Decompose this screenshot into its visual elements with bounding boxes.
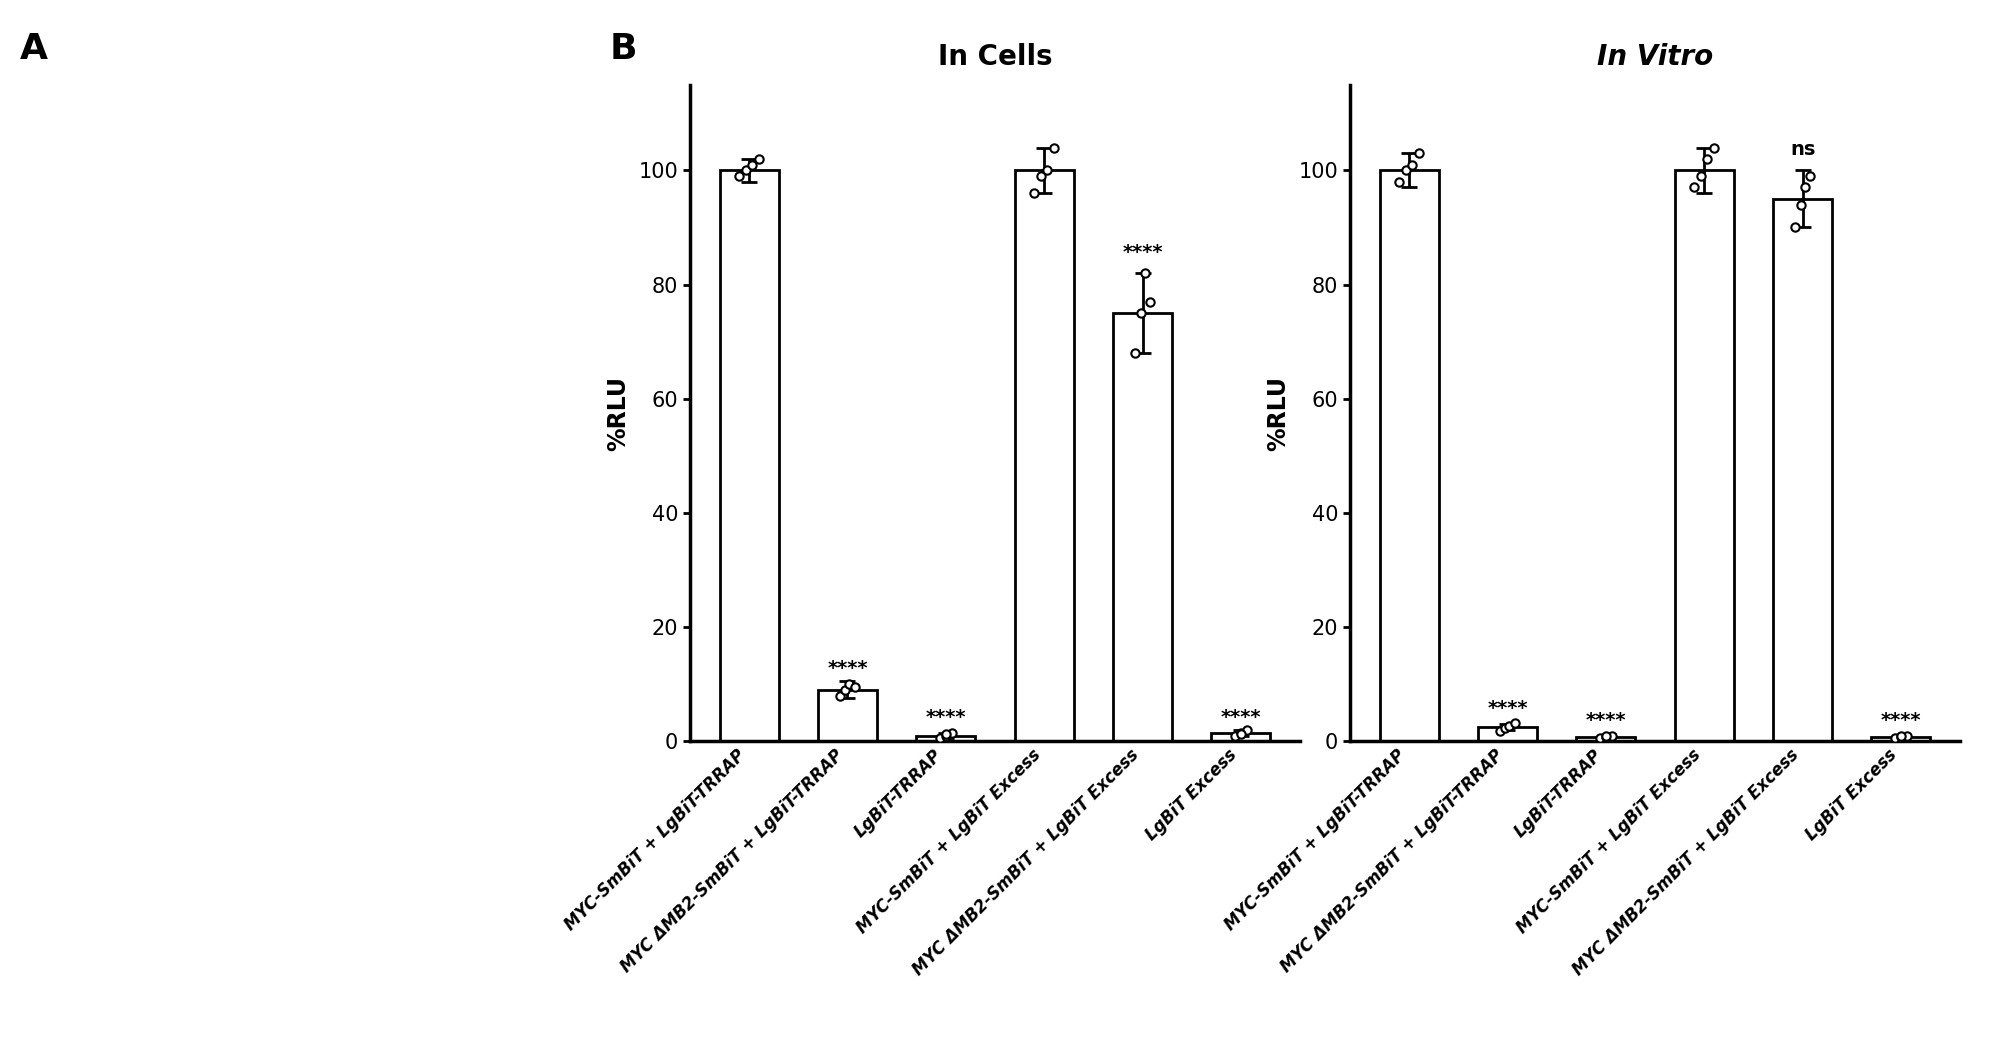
Bar xyxy=(916,736,976,741)
Y-axis label: %RLU: %RLU xyxy=(606,376,630,450)
Title: In Vitro: In Vitro xyxy=(1596,43,1714,71)
Text: ****: **** xyxy=(1488,699,1528,718)
Bar xyxy=(1872,737,1930,741)
Y-axis label: %RLU: %RLU xyxy=(1266,376,1290,450)
Text: B: B xyxy=(610,32,638,66)
Bar xyxy=(818,689,876,741)
Bar xyxy=(1674,170,1734,741)
Text: ****: **** xyxy=(828,660,868,679)
Text: ****: **** xyxy=(1880,711,1922,730)
Bar xyxy=(1212,733,1270,741)
Bar xyxy=(1576,737,1636,741)
Title: In Cells: In Cells xyxy=(938,43,1052,71)
Text: ****: **** xyxy=(1122,243,1162,262)
Text: ****: **** xyxy=(926,708,966,728)
Bar xyxy=(1774,199,1832,741)
Text: A: A xyxy=(20,32,48,66)
Text: ****: **** xyxy=(1586,711,1626,730)
Bar xyxy=(1114,313,1172,741)
Bar xyxy=(720,170,778,741)
Text: ns: ns xyxy=(1790,140,1816,159)
Bar xyxy=(1014,170,1074,741)
Text: ****: **** xyxy=(1220,708,1262,728)
Bar xyxy=(1380,170,1438,741)
Bar xyxy=(1478,728,1536,741)
